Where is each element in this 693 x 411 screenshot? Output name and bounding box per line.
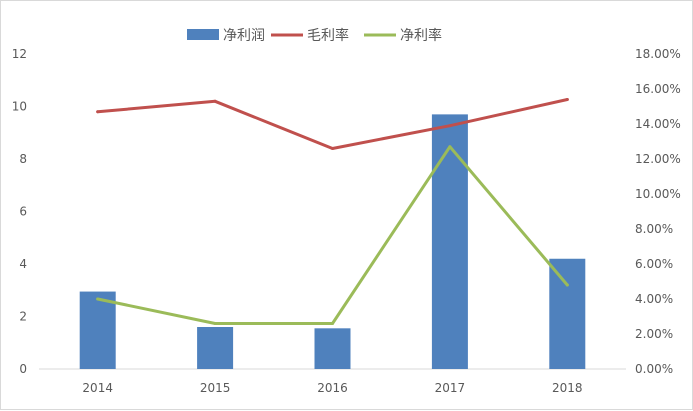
left-y-axis: 0 2 4 6 8 10 12 bbox=[12, 47, 27, 376]
left-axis-tick-label: 10 bbox=[12, 100, 27, 114]
line-series-毛利率 bbox=[96, 98, 569, 150]
bar-净利润-2014 bbox=[79, 291, 116, 369]
bar-净利润-2016 bbox=[314, 328, 351, 369]
bar-净利润-2017 bbox=[431, 114, 468, 369]
right-y-axis: 0.00% 2.00% 4.00% 6.00% 8.00% 10.00% 12.00% 14.… bbox=[635, 47, 681, 376]
left-axis-tick-label: 4 bbox=[19, 257, 27, 271]
line-point-净利率-2016 bbox=[331, 322, 334, 325]
line-point-净利率-2018 bbox=[565, 283, 569, 287]
line-point-毛利率-2016 bbox=[331, 147, 334, 150]
legend: 净利润 毛利率 净利率 bbox=[187, 27, 442, 44]
right-axis-tick-label: 0.00% bbox=[635, 362, 673, 376]
bar-series-group bbox=[79, 114, 586, 369]
left-axis-tick-label: 6 bbox=[19, 205, 27, 219]
right-axis-tick-label: 14.00% bbox=[635, 117, 681, 131]
legend-label: 毛利率 bbox=[307, 27, 349, 44]
line-point-净利率-2017 bbox=[448, 145, 452, 149]
line-series-净利率 bbox=[96, 145, 569, 325]
line-point-毛利率-2018 bbox=[565, 98, 569, 101]
x-axis-tick-label: 2015 bbox=[200, 381, 231, 395]
right-axis-tick-label: 2.00% bbox=[635, 327, 673, 341]
x-axis-tick-label: 2018 bbox=[552, 381, 583, 395]
x-axis: 2014 2015 2016 2017 2018 bbox=[39, 368, 626, 395]
right-axis-tick-label: 12.00% bbox=[635, 152, 681, 166]
right-axis-tick-label: 16.00% bbox=[635, 82, 681, 96]
line-series-group bbox=[96, 98, 569, 325]
line-point-净利率-2015 bbox=[213, 322, 217, 325]
legend-swatch-bar bbox=[187, 29, 219, 40]
right-axis-tick-label: 8.00% bbox=[635, 222, 673, 236]
legend-label: 净利率 bbox=[400, 27, 442, 44]
right-axis-tick-label: 10.00% bbox=[635, 187, 681, 201]
left-axis-tick-label: 2 bbox=[19, 310, 27, 324]
right-axis-tick-label: 6.00% bbox=[635, 257, 673, 271]
x-axis-tick-label: 2016 bbox=[317, 381, 348, 395]
legend-label: 净利润 bbox=[223, 28, 265, 44]
right-axis-tick-label: 18.00% bbox=[635, 47, 681, 61]
left-axis-tick-label: 8 bbox=[19, 152, 27, 166]
x-axis-tick-label: 2017 bbox=[435, 381, 466, 395]
left-axis-tick-label: 12 bbox=[12, 47, 27, 61]
left-axis-tick-label: 0 bbox=[19, 362, 27, 376]
bar-净利润-2015 bbox=[197, 327, 234, 369]
line-point-毛利率-2017 bbox=[448, 124, 452, 128]
bar-净利润-2018 bbox=[549, 258, 586, 369]
line-point-毛利率-2014 bbox=[96, 110, 100, 114]
line-point-毛利率-2015 bbox=[213, 99, 217, 103]
x-axis-tick-label: 2014 bbox=[82, 381, 113, 395]
right-axis-tick-label: 4.00% bbox=[635, 292, 673, 306]
line-point-净利率-2014 bbox=[96, 297, 100, 301]
